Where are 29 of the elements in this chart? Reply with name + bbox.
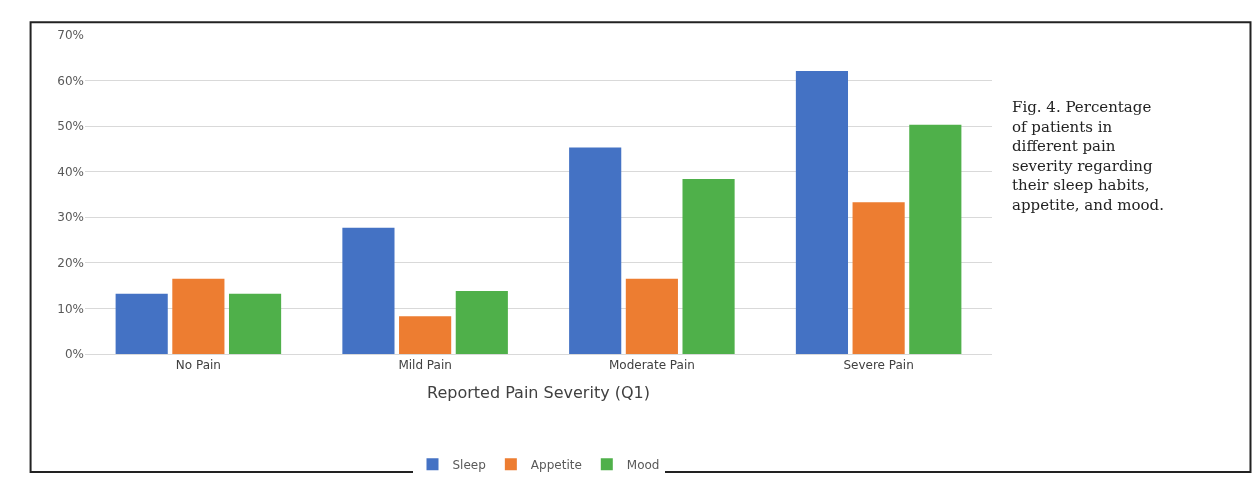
bar [795, 71, 849, 354]
y-tick-label: 0% [64, 347, 84, 362]
bar [115, 293, 168, 354]
bar [625, 278, 678, 354]
x-tick-label: No Pain [175, 358, 221, 373]
y-tick-label: 10% [57, 301, 84, 316]
legend-label: Mood [626, 457, 660, 472]
x-tick-label: Moderate Pain [608, 358, 695, 373]
bar [569, 147, 622, 354]
caption: Fig. 4. Percentage of patients in different pain severity regarding their sleep habits, appetite, and mood. [1012, 98, 1164, 214]
y-tick-label: 50% [57, 119, 84, 134]
y-tick-label: 30% [57, 210, 84, 225]
y-tick-label: 70% [57, 28, 84, 43]
bar [909, 124, 962, 354]
x-tick-label: Mild Pain [398, 358, 452, 373]
bar [342, 227, 395, 354]
x-axis-title: Reported Pain Severity (Q1) [427, 383, 650, 403]
bar [228, 293, 282, 354]
bar [172, 278, 225, 354]
bar [852, 202, 905, 354]
legend-label: Appetite [530, 457, 582, 472]
bar [399, 316, 452, 354]
y-tick-label: 40% [57, 164, 84, 179]
bar [455, 291, 508, 354]
y-tick-label: 20% [57, 256, 84, 271]
x-tick-label: Severe Pain [843, 358, 914, 373]
legend-label: Sleep [452, 457, 486, 472]
bar [682, 179, 735, 354]
y-tick-label: 60% [57, 73, 84, 88]
